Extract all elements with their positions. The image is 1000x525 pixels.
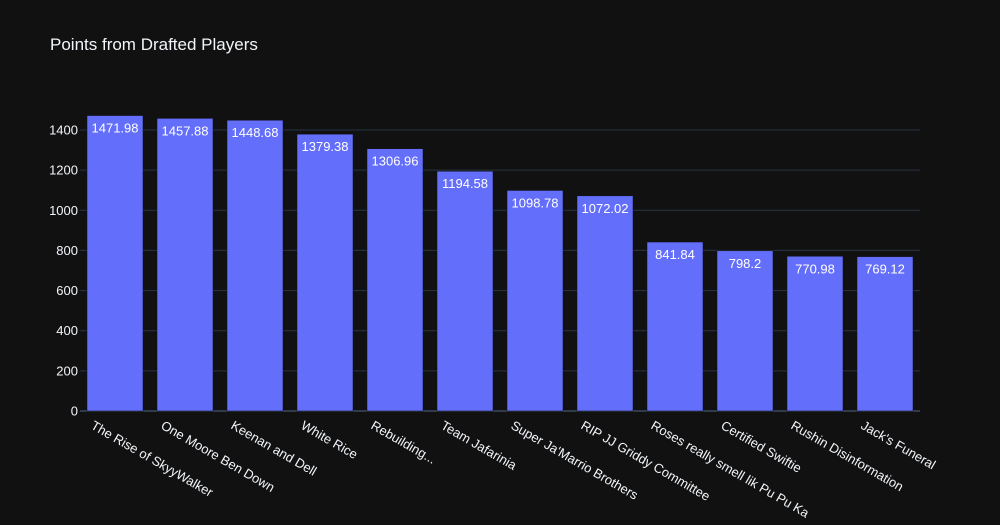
bar — [716, 250, 774, 412]
bar — [436, 170, 494, 412]
y-tick-label: 800 — [56, 243, 78, 258]
y-tick-label: 400 — [56, 323, 78, 338]
y-tick-label: 1200 — [49, 163, 78, 178]
bar — [786, 256, 844, 412]
bar — [576, 195, 634, 412]
bar — [366, 148, 424, 412]
chart-title: Points from Drafted Players — [50, 35, 258, 54]
y-tick-label: 1000 — [49, 203, 78, 218]
bars — [86, 115, 914, 412]
bar-data-label: 841.84 — [655, 247, 695, 262]
y-axis-tick-labels: 0 200 400 600 800 1000 1200 1400 — [49, 122, 78, 418]
bar — [506, 190, 564, 412]
bar — [156, 118, 214, 412]
bar-data-label: 1098.78 — [512, 195, 559, 210]
bar — [296, 133, 354, 412]
bar-data-label: 1072.02 — [582, 201, 629, 216]
bar-data-label: 1471.98 — [92, 121, 139, 136]
bar-data-label: 1448.68 — [232, 125, 279, 140]
bar — [856, 256, 914, 412]
bar — [86, 115, 144, 412]
y-tick-label: 0 — [71, 404, 78, 419]
bar-data-label: 1194.58 — [442, 176, 488, 191]
bar-data-label: 798.2 — [729, 256, 762, 271]
y-tick-label: 1400 — [49, 122, 78, 137]
bar-data-label: 1306.96 — [372, 154, 419, 169]
bar-data-label: 1457.88 — [162, 123, 209, 138]
bar — [646, 241, 704, 412]
bar — [226, 119, 284, 412]
bar-data-label: 1379.38 — [302, 139, 349, 154]
bar-data-label: 770.98 — [795, 261, 835, 276]
gridlines — [80, 129, 920, 412]
y-tick-label: 600 — [56, 283, 78, 298]
bar-data-label: 769.12 — [865, 262, 905, 277]
y-tick-label: 200 — [56, 363, 78, 378]
data-labels: 1471.98 1457.88 1448.68 1379.38 1306.96 1194.… — [92, 121, 905, 277]
